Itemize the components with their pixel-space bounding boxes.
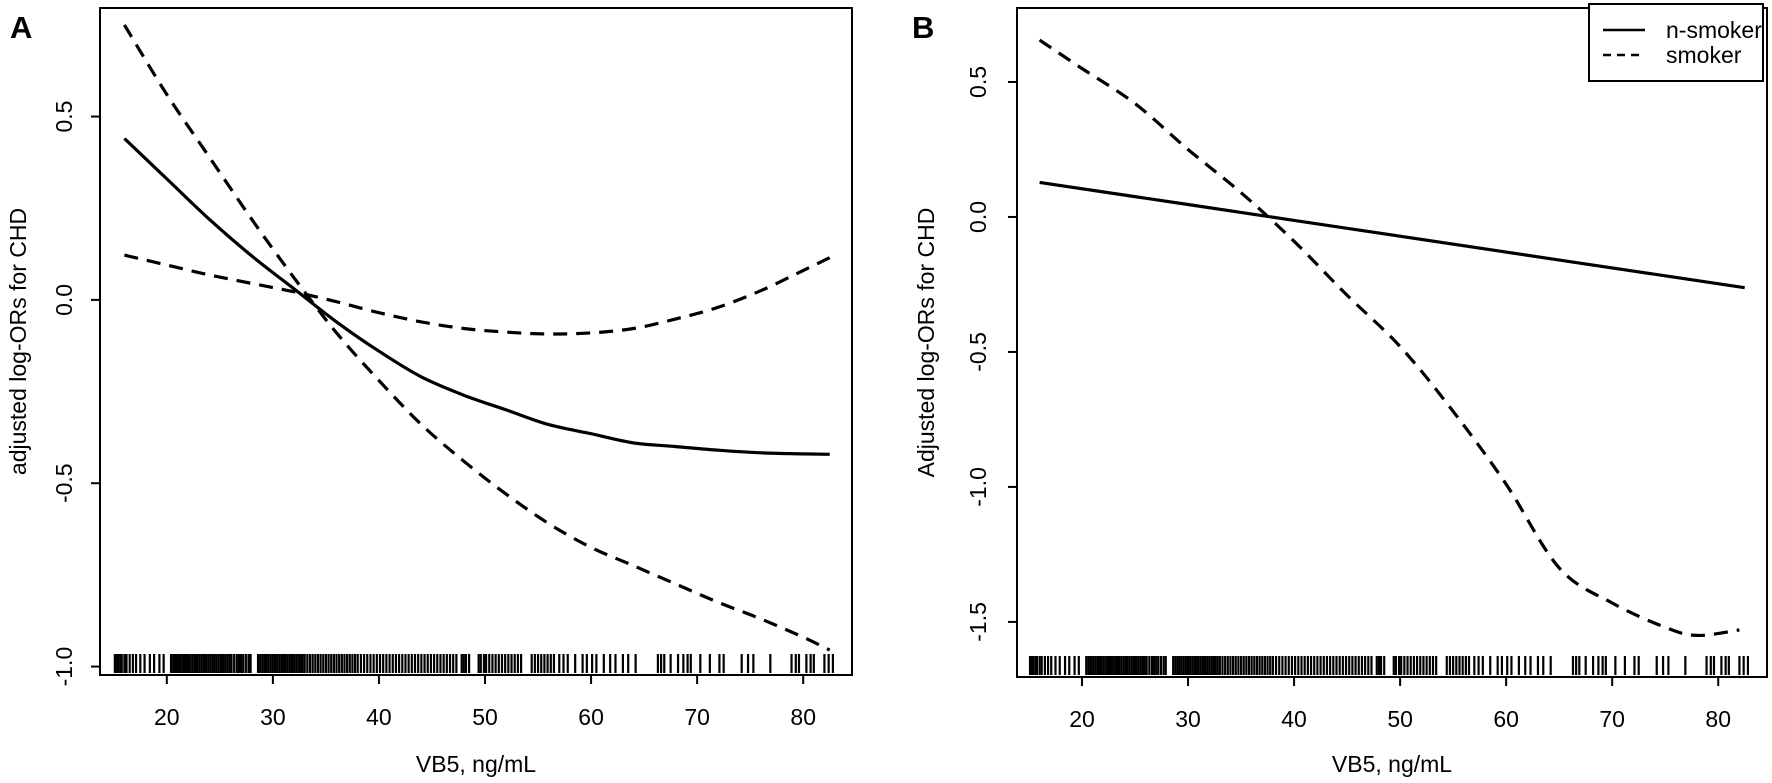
legend-label: smoker bbox=[1666, 42, 1742, 68]
panel-b-y-axis-title: Adjusted log-ORs for CHD bbox=[913, 208, 939, 478]
panel-a-x-tick-label: 40 bbox=[366, 704, 392, 730]
panel-a-series-ci-band-steep bbox=[123, 24, 831, 652]
panel-b-x-tick-label: 50 bbox=[1387, 706, 1413, 732]
panel-a-plot-box bbox=[99, 7, 853, 676]
panel-a-series-ci-band-flat bbox=[124, 253, 831, 336]
panel-b-rug bbox=[1028, 656, 1750, 675]
panel-b-x-tick-label: 40 bbox=[1281, 706, 1307, 732]
panel-b-y-tick-label: 0.0 bbox=[965, 201, 991, 233]
panel-a-y-tick-label: 0.5 bbox=[51, 101, 77, 133]
panel-a-y-axis-title: adjusted log-ORs for CHD bbox=[5, 208, 31, 475]
panel-b-letter: B bbox=[912, 10, 934, 45]
panel-b-y-tick-label: -0.5 bbox=[965, 332, 991, 372]
panel-b-x-tick-label: 80 bbox=[1705, 706, 1731, 732]
legend-box bbox=[1588, 3, 1764, 82]
panel-b-series-smoker bbox=[1038, 38, 1740, 638]
panel-a-rug bbox=[113, 654, 835, 673]
panel-b-y-tick-label: -1.0 bbox=[965, 467, 991, 507]
panel-a-x-tick-label: 60 bbox=[578, 704, 604, 730]
panel-b: 20 30 40 50 60 70 80 0.5 0.0 -0.5 -1.0 -1.5 VB5, ng/… bbox=[912, 3, 1768, 777]
panel-a-y-tick-label: -0.5 bbox=[51, 463, 77, 503]
panel-a-x-tick-label: 80 bbox=[790, 704, 816, 730]
panel-a: 20 30 40 50 60 70 80 0.5 0.0 -0.5 -1.0 VB5, ng/mL ad… bbox=[5, 7, 853, 777]
panel-a-series-fitted-log-or bbox=[123, 137, 830, 456]
panel-b-y-tick-label: -1.5 bbox=[965, 602, 991, 642]
panel-b-x-tick-label: 70 bbox=[1599, 706, 1625, 732]
panel-b-plot-box bbox=[1016, 7, 1768, 678]
panel-a-x-tick-label: 50 bbox=[472, 704, 498, 730]
panel-a-x-tick-label: 30 bbox=[260, 704, 286, 730]
panel-a-x-axis-title: VB5, ng/mL bbox=[416, 751, 536, 777]
legend-label: n-smoker bbox=[1666, 17, 1762, 43]
panel-b-x-tick-label: 60 bbox=[1493, 706, 1519, 732]
panel-a-y-tick-label: -1.0 bbox=[51, 647, 77, 687]
panel-a-y-tick-label: 0.0 bbox=[51, 284, 77, 316]
panel-b-x-tick-label: 20 bbox=[1069, 706, 1095, 732]
panel-b-x-tick-label: 30 bbox=[1175, 706, 1201, 732]
panel-b-y-tick-label: 0.5 bbox=[965, 66, 991, 98]
panel-a-x-tick-label: 70 bbox=[684, 704, 710, 730]
panel-b-series-n-smoker bbox=[1039, 180, 1745, 290]
panel-b-x-axis-title: VB5, ng/mL bbox=[1332, 751, 1452, 777]
panel-a-letter: A bbox=[10, 10, 32, 45]
panel-a-x-tick-label: 20 bbox=[154, 704, 180, 730]
